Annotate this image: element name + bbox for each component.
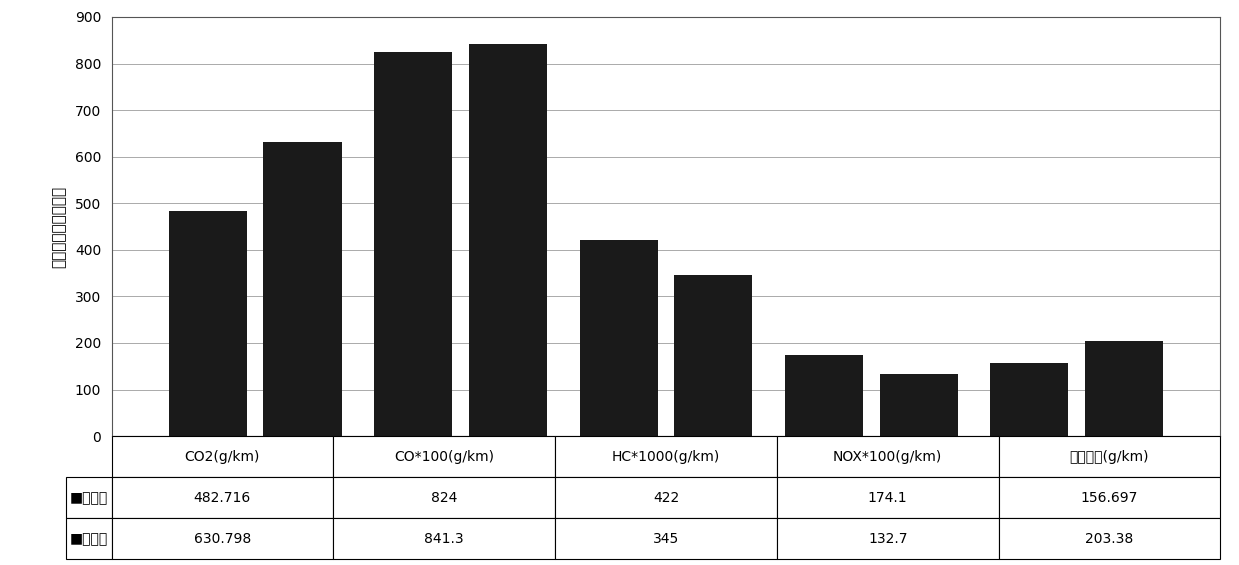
Bar <box>468 44 546 436</box>
Bar <box>580 240 658 436</box>
Y-axis label: 排放因子及油耗因子: 排放因子及油耗因子 <box>51 185 67 268</box>
Bar <box>786 355 864 436</box>
Bar <box>990 363 1068 436</box>
Bar <box>264 142 342 436</box>
Bar <box>169 211 247 436</box>
Bar <box>674 275 752 436</box>
Bar <box>880 374 958 436</box>
Bar <box>374 53 452 436</box>
Bar <box>1085 341 1163 436</box>
